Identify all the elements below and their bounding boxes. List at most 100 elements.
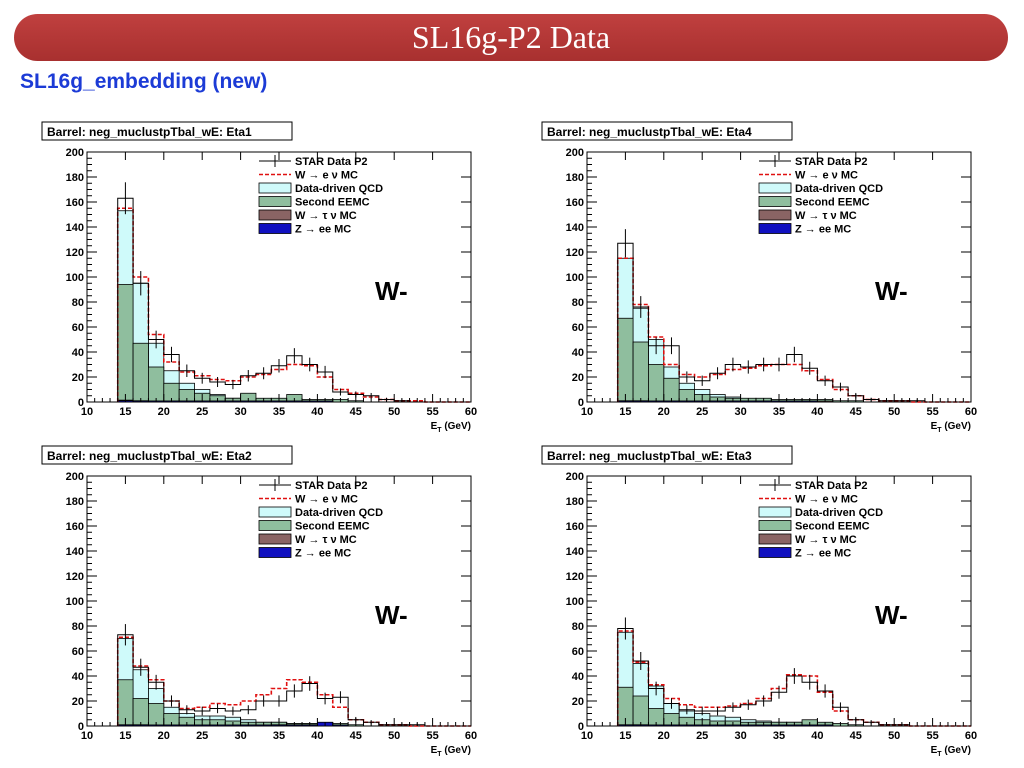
w-enu-mc-line — [616, 257, 971, 403]
plot-frame — [86, 475, 472, 727]
legend-w_taunu-swatch — [258, 209, 292, 221]
legend-eemc-label: Second EEMC — [295, 521, 370, 533]
y-tick-label: 20 — [72, 696, 84, 708]
legend-w_taunu-label: W → τ ν MC — [295, 210, 357, 222]
y-tick-label: 200 — [566, 147, 584, 159]
y-tick-label: 120 — [66, 571, 84, 583]
y-tick-label: 160 — [66, 197, 84, 209]
y-tick-label: 180 — [66, 496, 84, 508]
legend-qcd-label: Data-driven QCD — [795, 507, 883, 519]
panel-title-box: Barrel: neg_muclustpTbal_wE: Eta2 — [41, 445, 293, 465]
second-eemc-bar — [148, 366, 165, 403]
legend-eemc-swatch — [758, 520, 792, 531]
x-tick-label: 10 — [581, 406, 593, 418]
histogram-panel-1: 10 15 20 25 30 35 40 45 50 55 60 0 20 40 60 80 100 120 140… — [41, 121, 477, 434]
legend-eemc-swatch — [258, 196, 292, 207]
x-tick-label: 20 — [158, 730, 170, 742]
x-tick-label: 35 — [773, 406, 785, 418]
legend-data-label: STAR Data P2 — [795, 156, 868, 168]
histogram-panel-2: 10 15 20 25 30 35 40 45 50 55 60 0 20 40 60 80 100 120 140… — [541, 121, 977, 434]
legend-qcd-label: Data-driven QCD — [295, 507, 383, 519]
legend-qcd-swatch — [758, 182, 792, 194]
legend-w_taunu-label: W → τ ν MC — [795, 210, 857, 222]
y-tick-label: 20 — [572, 372, 584, 384]
y-tick-label: 80 — [572, 621, 584, 633]
x-tick-label: 60 — [965, 730, 977, 742]
x-tick-label: 25 — [196, 730, 208, 742]
y-tick-label: 80 — [72, 621, 84, 633]
x-tick-label: 35 — [773, 730, 785, 742]
x-tick-label: 30 — [234, 406, 246, 418]
y-tick-label: 200 — [66, 471, 84, 483]
charge-annotation: W- — [375, 276, 408, 306]
panel-title: Barrel: neg_muclustpTbal_wE: Eta4 — [547, 125, 752, 139]
x-tick-label: 10 — [581, 730, 593, 742]
legend-z_ee-label: Z → ee MC — [295, 224, 351, 236]
legend-z_ee-swatch — [258, 547, 292, 558]
y-tick-label: 140 — [66, 222, 84, 234]
y-tick-label: 120 — [566, 247, 584, 259]
panel-title-box: Barrel: neg_muclustpTbal_wE: Eta3 — [541, 445, 793, 465]
panel-title-box: Barrel: neg_muclustpTbal_wE: Eta4 — [541, 121, 793, 141]
x-tick-label: 15 — [619, 406, 631, 418]
legend-z_ee-label: Z → ee MC — [295, 548, 351, 560]
y-tick-label: 0 — [578, 721, 584, 733]
y-tick-label: 100 — [66, 596, 84, 608]
x-tick-label: 40 — [311, 406, 323, 418]
x-tick-label: 40 — [311, 730, 323, 742]
x-tick-label: 15 — [619, 730, 631, 742]
y-tick-label: 60 — [572, 646, 584, 658]
x-tick-label: 20 — [158, 406, 170, 418]
y-tick-label: 200 — [566, 471, 584, 483]
x-tick-label: 35 — [273, 406, 285, 418]
y-tick-label: 100 — [66, 272, 84, 284]
y-tick-label: 0 — [78, 721, 84, 733]
second-eemc-bar — [632, 341, 649, 403]
legend-z_ee-swatch — [758, 547, 792, 558]
y-tick-label: 180 — [566, 172, 584, 184]
legend-w_taunu-swatch — [758, 533, 792, 545]
panel-title-box: Barrel: neg_muclustpTbal_wE: Eta1 — [41, 121, 293, 141]
second-eemc-bar — [132, 342, 149, 403]
legend-z_ee-label: Z → ee MC — [795, 548, 851, 560]
y-tick-label: 40 — [72, 347, 84, 359]
y-tick-label: 140 — [566, 222, 584, 234]
y-tick-label: 60 — [72, 322, 84, 334]
panel-title-frame — [41, 121, 293, 141]
x-tick-label: 45 — [850, 730, 862, 742]
x-tick-label: 50 — [388, 730, 400, 742]
x-tick-label: 60 — [465, 730, 477, 742]
y-tick-label: 20 — [72, 372, 84, 384]
star-data-line — [617, 242, 971, 403]
second-eemc-bar — [632, 695, 649, 727]
x-tick-label: 50 — [888, 730, 900, 742]
y-tick-label: 160 — [566, 521, 584, 533]
x-tick-label: 15 — [119, 406, 131, 418]
legend-z_ee-swatch — [758, 223, 792, 234]
histogram-panel-4: 10 15 20 25 30 35 40 45 50 55 60 0 20 40 60 80 100 120 140… — [541, 445, 977, 758]
second-eemc-bar — [648, 364, 665, 403]
legend-w_taunu-swatch — [758, 209, 792, 221]
x-tick-label: 40 — [811, 730, 823, 742]
x-axis-label: ET (GeV) — [431, 745, 471, 758]
x-tick-label: 40 — [811, 406, 823, 418]
slide-title: SL16g-P2 Data — [411, 19, 611, 55]
legend-data-label: STAR Data P2 — [795, 480, 868, 492]
legend-qcd-swatch — [258, 182, 292, 194]
y-tick-label: 180 — [566, 496, 584, 508]
panel-title: Barrel: neg_muclustpTbal_wE: Eta1 — [47, 125, 252, 139]
legend-w_enu-label: W → e ν MC — [795, 170, 858, 182]
x-tick-label: 55 — [426, 730, 438, 742]
y-tick-label: 120 — [66, 247, 84, 259]
legend-qcd-swatch — [758, 506, 792, 518]
x-tick-label: 10 — [81, 406, 93, 418]
y-tick-label: 80 — [572, 297, 584, 309]
y-tick-label: 0 — [78, 397, 84, 409]
x-tick-label: 55 — [426, 406, 438, 418]
x-axis-label: ET (GeV) — [931, 745, 971, 758]
legend-eemc-label: Second EEMC — [795, 521, 870, 533]
y-tick-label: 100 — [566, 272, 584, 284]
legend-w_taunu-swatch — [258, 533, 292, 545]
